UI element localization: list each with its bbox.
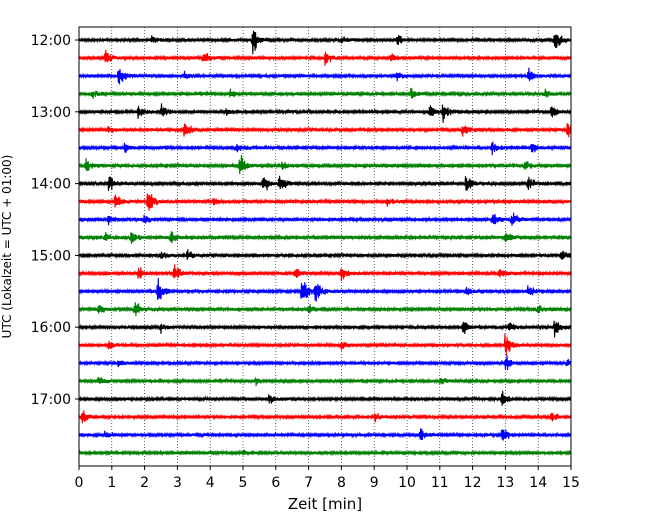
trace-line bbox=[78, 302, 572, 317]
trace-line bbox=[78, 49, 572, 66]
x-axis-label: Zeit [min] bbox=[288, 495, 362, 513]
trace-line bbox=[78, 428, 572, 441]
trace-line bbox=[78, 193, 572, 211]
x-tick-label: 11 bbox=[431, 475, 449, 491]
x-axis-ticks: 0 1 2 3 4 5 6 7 8 9 10 11 12 13 14 15 bbox=[75, 466, 580, 491]
trace-line bbox=[78, 123, 572, 138]
x-tick-label: 0 bbox=[75, 475, 84, 491]
x-tick-label: 3 bbox=[173, 475, 182, 491]
trace-line bbox=[78, 410, 572, 424]
trace-line bbox=[78, 175, 572, 192]
x-tick-label: 10 bbox=[398, 475, 416, 491]
trace-line bbox=[78, 30, 572, 55]
x-tick-label: 1 bbox=[107, 475, 116, 491]
trace-line bbox=[78, 264, 572, 282]
x-tick-label: 12 bbox=[464, 475, 482, 491]
trace-line bbox=[78, 355, 572, 371]
x-tick-label: 5 bbox=[239, 475, 248, 491]
x-tick-label: 8 bbox=[337, 475, 346, 491]
vertical-gridlines bbox=[111, 27, 539, 466]
trace-line bbox=[78, 390, 572, 406]
trace-line bbox=[78, 155, 572, 175]
trace-line bbox=[78, 333, 572, 356]
x-tick-label: 15 bbox=[562, 475, 580, 491]
trace-line bbox=[78, 141, 572, 156]
y-tick-label: 16:00 bbox=[31, 320, 71, 336]
trace-line bbox=[78, 277, 572, 302]
trace-line bbox=[78, 376, 572, 387]
x-tick-label: 9 bbox=[370, 475, 379, 491]
trace-line bbox=[78, 320, 572, 338]
x-tick-label: 4 bbox=[206, 475, 215, 491]
trace-line bbox=[78, 67, 572, 85]
trace-line bbox=[78, 212, 572, 226]
y-axis-label: UTC (Lokalzeit = UTC + 01:00) bbox=[0, 155, 14, 339]
y-tick-label: 14:00 bbox=[31, 177, 71, 193]
trace-line bbox=[78, 231, 572, 244]
trace-line bbox=[78, 87, 572, 99]
x-tick-label: 2 bbox=[140, 475, 149, 491]
trace-line bbox=[78, 103, 572, 123]
x-tick-label: 6 bbox=[271, 475, 280, 491]
plot-frame bbox=[78, 26, 572, 467]
x-tick-label: 14 bbox=[529, 475, 547, 491]
x-tick-label: 13 bbox=[496, 475, 514, 491]
y-axis-hour-labels: 12:00 13:00 14:00 15:00 16:00 17:00 bbox=[31, 33, 79, 408]
y-tick-label: 13:00 bbox=[31, 105, 71, 121]
trace-line bbox=[78, 249, 572, 260]
trace-line bbox=[78, 449, 572, 457]
y-tick-label: 17:00 bbox=[31, 392, 71, 408]
y-tick-label: 12:00 bbox=[31, 33, 71, 49]
x-tick-label: 7 bbox=[304, 475, 313, 491]
trace-lines bbox=[78, 30, 572, 457]
y-tick-label: 15:00 bbox=[31, 248, 71, 264]
